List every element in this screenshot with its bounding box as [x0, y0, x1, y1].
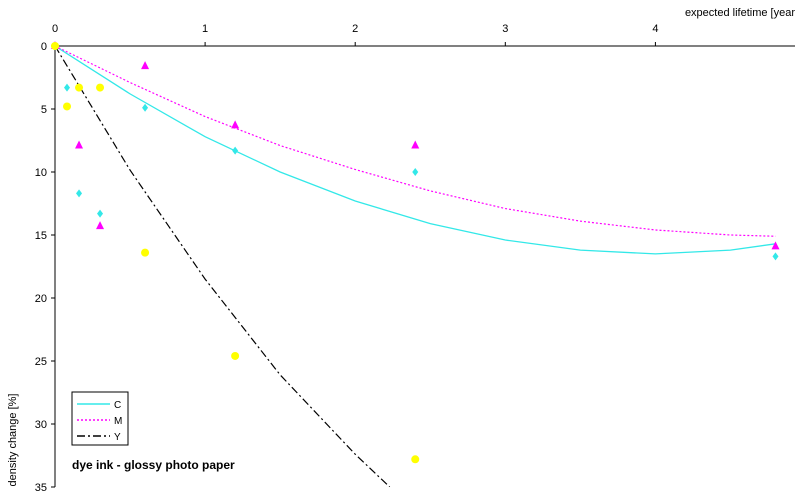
legend-label: C [114, 400, 121, 411]
point [64, 83, 71, 92]
y-tick-label: 10 [35, 167, 47, 179]
point [411, 455, 420, 464]
point [411, 140, 420, 149]
trend-line [55, 46, 776, 237]
point [412, 168, 419, 176]
y-tick-label: 5 [41, 104, 47, 116]
point [96, 83, 105, 92]
legend-label: M [114, 416, 122, 427]
point [771, 241, 780, 250]
point [772, 252, 779, 261]
point [141, 61, 150, 70]
x-axis-label: expected lifetime [year [685, 7, 795, 19]
y-tick-label: 0 [41, 41, 47, 53]
point [51, 42, 59, 50]
x-tick-label: 0 [52, 23, 58, 35]
point [231, 351, 240, 360]
point [97, 209, 104, 218]
point [75, 140, 84, 149]
y-tick-label: 30 [35, 419, 47, 431]
point [232, 146, 239, 155]
x-tick-label: 4 [652, 23, 658, 35]
point [76, 189, 83, 198]
x-tick-label: 1 [202, 23, 208, 35]
chart-title: dye ink - glossy photo paper [72, 458, 235, 472]
point [231, 120, 240, 129]
y-axis-label: density change [%] [7, 394, 19, 487]
y-tick-label: 15 [35, 230, 47, 242]
legend-label: Y [114, 432, 121, 443]
point [141, 248, 150, 257]
point [75, 83, 84, 92]
point [142, 103, 149, 112]
y-tick-label: 20 [35, 293, 47, 305]
x-tick-label: 3 [502, 23, 508, 35]
x-tick-label: 2 [352, 23, 358, 35]
point [63, 102, 72, 111]
trend-line [55, 46, 776, 255]
point [96, 221, 105, 230]
y-tick-label: 25 [35, 356, 47, 368]
trend-line [55, 46, 391, 487]
y-tick-label: 35 [35, 482, 47, 494]
